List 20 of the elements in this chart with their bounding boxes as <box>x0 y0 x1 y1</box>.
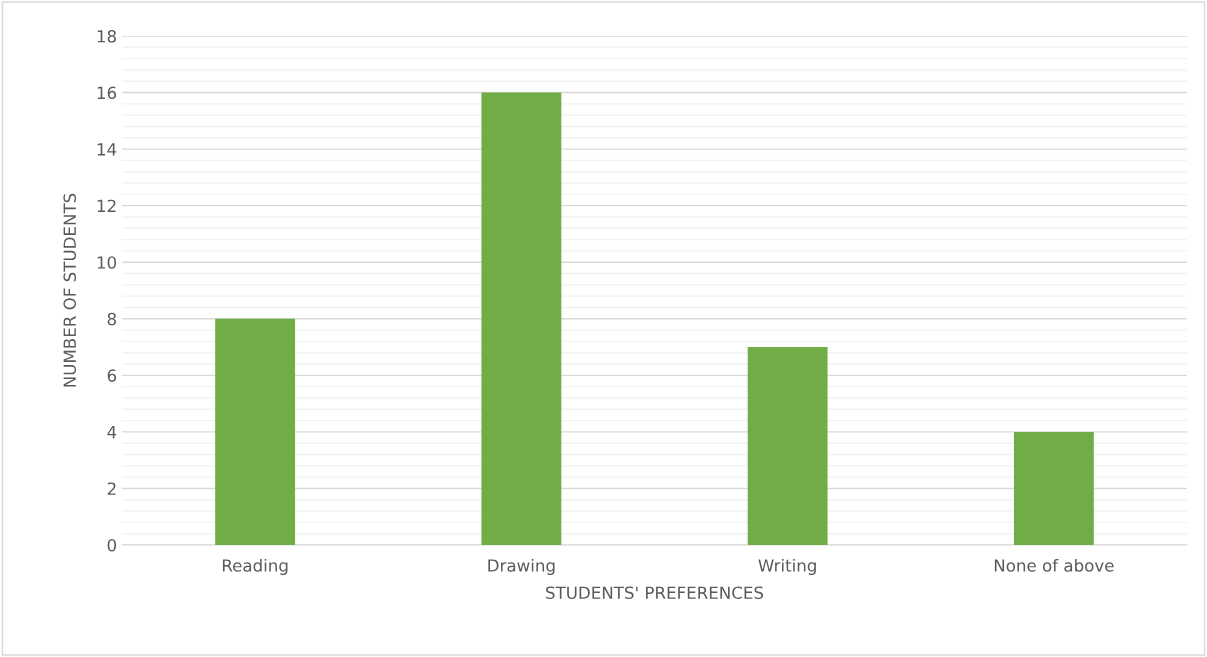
y-tick-label: 2 <box>107 482 116 495</box>
bar <box>481 92 562 545</box>
x-tick-label: None of above <box>994 558 1114 572</box>
bar <box>747 347 828 545</box>
y-tick-label: 4 <box>107 426 117 439</box>
bar <box>215 318 296 545</box>
y-tick-label: 10 <box>97 256 117 269</box>
x-axis-title: STUDENTS' PREFERENCES <box>546 586 764 600</box>
y-tick-label: 6 <box>107 369 117 382</box>
x-tick-label: Writing <box>758 558 816 576</box>
y-tick-label: 12 <box>97 199 116 212</box>
y-tick-label: 18 <box>97 29 116 43</box>
bar <box>1013 431 1094 545</box>
y-tick-label: 0 <box>107 538 117 552</box>
y-axis-title: NUMBER OF STUDENTS <box>63 193 77 387</box>
y-tick-label: 14 <box>97 143 117 156</box>
x-tick-label: Drawing <box>488 558 555 576</box>
x-tick-label: Reading <box>222 558 288 576</box>
y-tick-label: 8 <box>107 312 116 326</box>
y-tick-label: 16 <box>97 86 117 100</box>
